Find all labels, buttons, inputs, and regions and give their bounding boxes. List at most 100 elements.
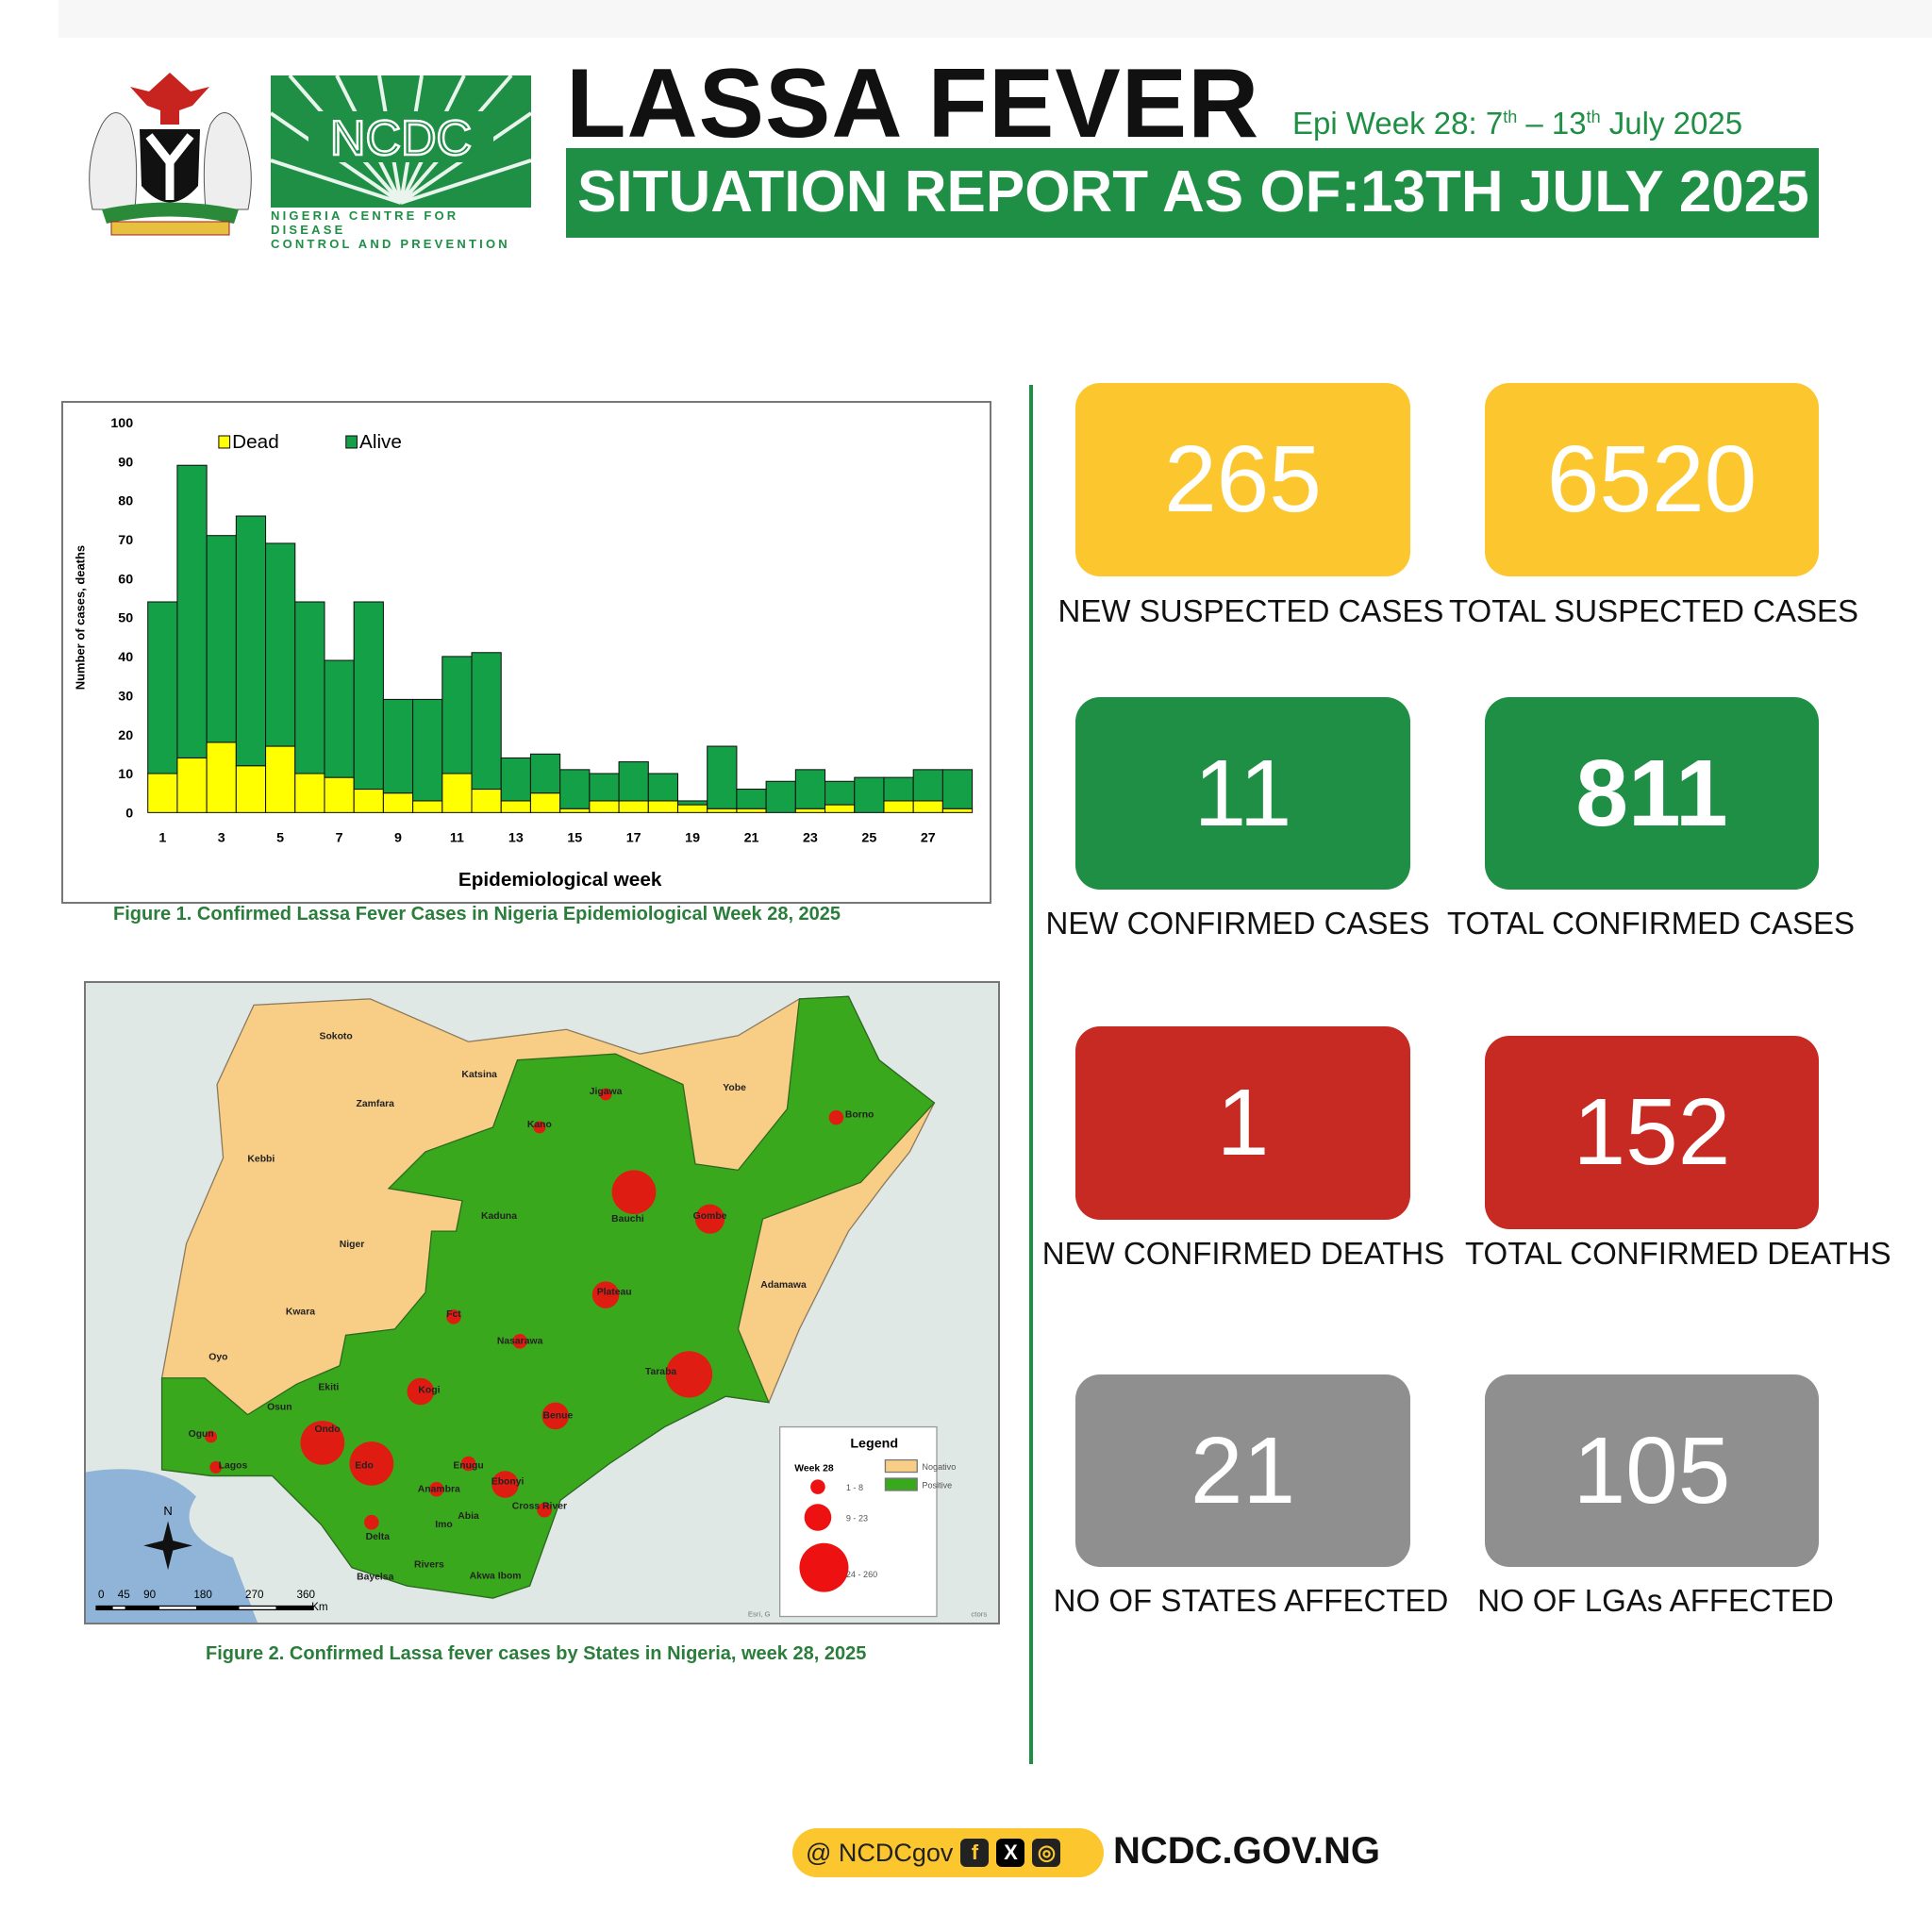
case-circle	[460, 1456, 476, 1472]
bar-alive	[794, 769, 826, 809]
state-label: Fct	[446, 1309, 461, 1320]
case-circle	[491, 1471, 519, 1498]
x-tick-label: 19	[685, 830, 700, 845]
top-band	[58, 0, 1932, 38]
state-label: Kebbi	[247, 1154, 275, 1164]
divider	[1029, 385, 1033, 1764]
bar-dead	[883, 800, 914, 813]
total-confirmed-card: 811	[1485, 697, 1819, 890]
x-tick-label: 17	[626, 830, 641, 845]
epi-suffix: July 2025	[1600, 106, 1743, 141]
bar-dead	[618, 800, 649, 813]
y-tick-label: 90	[118, 455, 133, 470]
bar-dead	[471, 789, 502, 813]
instagram-icon[interactable]: ◎	[1032, 1839, 1061, 1867]
stat-label: NO OF STATES AFFECTED	[1053, 1583, 1449, 1618]
bar-dead	[294, 773, 325, 813]
bar-alive	[529, 753, 561, 794]
new-suspected-card: 265	[1075, 383, 1410, 576]
bar-alive	[353, 601, 384, 791]
logo-line-1: NIGERIA CENTRE FOR DISEASE	[271, 208, 459, 237]
legend-swatch	[218, 435, 231, 449]
y-tick-label: 0	[125, 807, 133, 822]
bar-dead	[941, 808, 974, 813]
report-banner: SITUATION REPORT AS OF:13TH JULY 2025	[566, 148, 1819, 238]
bar-dead	[529, 792, 561, 813]
x-icon[interactable]: X	[996, 1839, 1025, 1867]
epi-mid: – 13	[1517, 106, 1587, 141]
bar-dead	[176, 757, 208, 813]
y-tick-label: 50	[118, 611, 133, 626]
case-circle	[364, 1514, 379, 1530]
bar-alive	[707, 745, 738, 809]
coat-of-arms-logo	[89, 73, 252, 236]
state-label: Rivers	[414, 1560, 444, 1571]
x-axis-label: Epidemiological week	[458, 869, 662, 891]
map-credit: Esri, G	[748, 1610, 771, 1619]
x-tick-label: 3	[218, 830, 225, 845]
bar-dead	[647, 800, 679, 813]
legend-title: Legend	[850, 1437, 898, 1452]
legend-size: 9 - 23	[846, 1513, 868, 1523]
state-label: Niger	[340, 1240, 365, 1250]
map-svg: Sokoto Zamfara Katsina Kebbi Jigawa Kano Yobe B…	[86, 995, 987, 1623]
social-handle[interactable]: @ NCDCgov	[806, 1838, 954, 1867]
sup: th	[1586, 108, 1601, 126]
legend-label: Dead	[232, 431, 279, 453]
x-tick-label: 27	[921, 830, 936, 845]
case-circle	[537, 1502, 552, 1518]
scale-label: 45	[118, 1589, 130, 1601]
map-legend: Legend Week 28 1 - 8 9 - 23 24 - 260 Nog…	[778, 1425, 956, 1618]
case-circle	[828, 1109, 844, 1125]
case-circle	[205, 1430, 218, 1443]
bar-dead	[707, 808, 738, 813]
bar-alive	[324, 659, 355, 778]
bar-alive	[147, 601, 178, 774]
social-pill[interactable]: @ NCDCgov f X ◎	[792, 1828, 1104, 1877]
state-label: Gombe	[693, 1211, 727, 1222]
bar-dead	[794, 808, 826, 813]
bar-alive	[500, 757, 531, 802]
bar-alive	[206, 535, 237, 743]
bar-alive	[883, 776, 914, 802]
bar-alive	[589, 773, 620, 802]
legend-negative: Nogativo	[922, 1462, 956, 1472]
case-circle	[407, 1377, 435, 1406]
bar-alive	[441, 656, 473, 774]
y-tick-label: 30	[118, 689, 133, 704]
bar-alive	[382, 698, 414, 794]
stat-label: TOTAL SUSPECTED CASES	[1449, 593, 1858, 628]
logo-subtitle: NIGERIA CENTRE FOR DISEASE CONTROL AND P…	[271, 208, 531, 251]
scale-label: 0	[98, 1589, 105, 1601]
map-credit: ctors	[971, 1610, 987, 1619]
y-tick-label: 100	[110, 416, 133, 431]
bar-dead	[206, 741, 237, 813]
lgas-affected-card: 105	[1485, 1374, 1819, 1567]
y-axis-label: Number of cases, deaths	[73, 545, 87, 690]
legend-swatch	[345, 435, 358, 449]
x-tick-label: 15	[567, 830, 582, 845]
y-tick-label: 10	[118, 767, 133, 782]
x-tick-label: 21	[744, 830, 759, 845]
new-deaths-card: 1	[1075, 1026, 1410, 1220]
facebook-icon[interactable]: f	[960, 1839, 990, 1867]
epi-prefix: Epi Week 28: 7	[1292, 106, 1504, 141]
ncdc-logo: NCDC	[271, 75, 531, 208]
state-label: Nasarawa	[497, 1336, 543, 1346]
bar-alive	[559, 769, 591, 809]
bar-dead	[324, 776, 355, 813]
website-link[interactable]: NCDC.GOV.NG	[1113, 1830, 1381, 1872]
x-tick-label: 5	[276, 830, 284, 845]
case-circle	[349, 1441, 394, 1486]
case-circle	[428, 1481, 444, 1497]
state-label: Kogi	[418, 1385, 440, 1395]
epi-week: Epi Week 28: 7th – 13th July 2025	[1292, 98, 1742, 142]
state-label: Kano	[527, 1120, 552, 1130]
bar-alive	[647, 773, 679, 802]
case-circle	[533, 1121, 546, 1134]
case-circles	[205, 1088, 844, 1530]
state-label: Sokoto	[320, 1032, 353, 1042]
case-circle	[694, 1204, 725, 1234]
state-label: Plateau	[597, 1288, 632, 1298]
